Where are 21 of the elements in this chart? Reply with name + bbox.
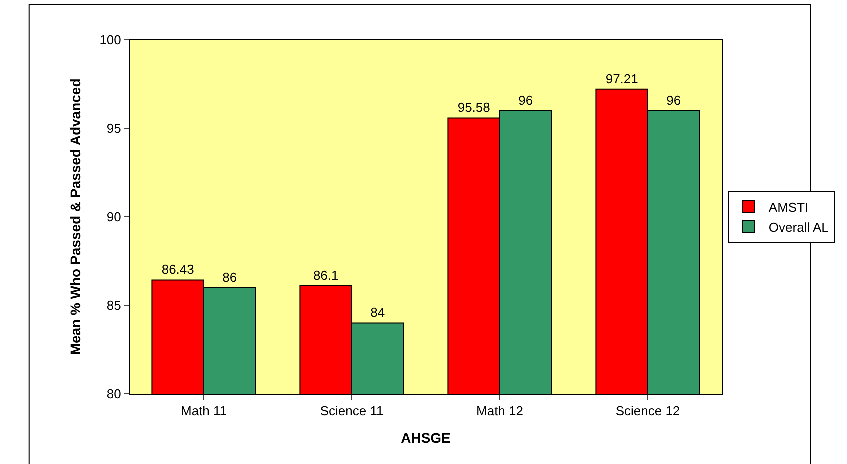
x-tick-label: Math 11 — [180, 404, 228, 419]
x-tick-label: Science 12 — [616, 404, 680, 419]
x-axis-title: AHSGE — [401, 430, 451, 446]
data-label: 86 — [222, 270, 238, 285]
legend-label: Overall AL — [768, 220, 829, 235]
legend-label: AMSTI — [768, 200, 809, 216]
data-label: 96 — [518, 92, 534, 108]
y-tick-label: 80 — [106, 386, 122, 402]
y-tick-label: 85 — [106, 298, 122, 314]
data-label: 95.58 — [458, 100, 490, 116]
y-axis-title: Mean % Who Passed & Passed Advanced — [67, 78, 84, 356]
data-label: 84 — [370, 305, 386, 320]
data-label: 86.43 — [162, 262, 194, 278]
x-tick-label: Science 11 — [320, 404, 384, 419]
y-tick-label: 90 — [106, 210, 122, 225]
data-label: 86.1 — [313, 268, 339, 284]
y-tick-label: 95 — [106, 121, 122, 136]
data-label: 97.21 — [606, 71, 638, 86]
y-tick-label: 100 — [100, 32, 122, 48]
data-label: 96 — [666, 92, 682, 108]
x-tick-label: Math 12 — [476, 404, 524, 419]
